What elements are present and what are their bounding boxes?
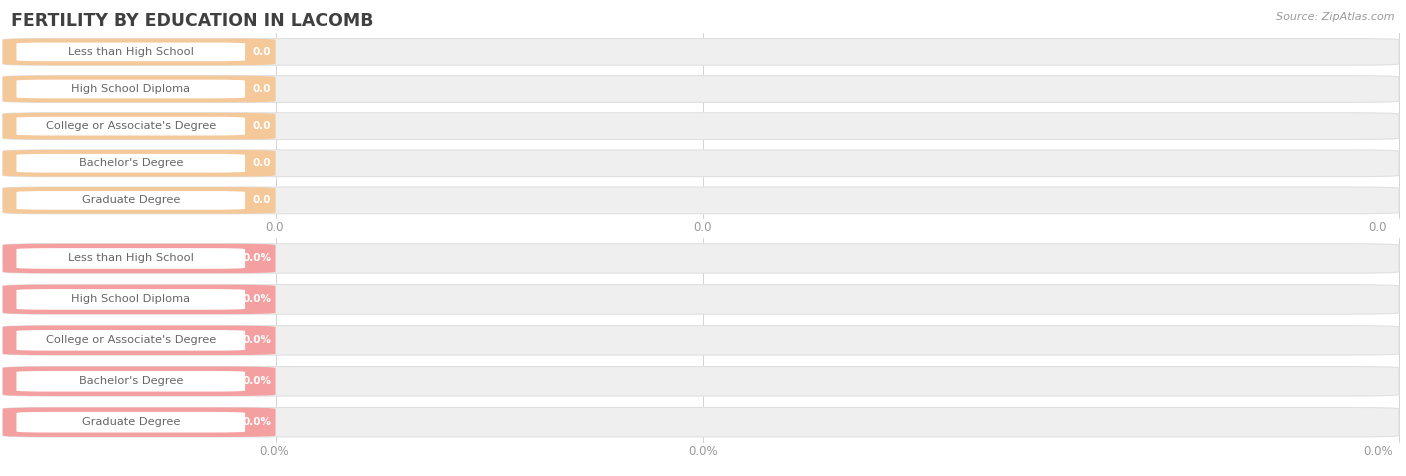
FancyBboxPatch shape bbox=[3, 76, 276, 102]
Text: High School Diploma: High School Diploma bbox=[72, 84, 190, 94]
Text: College or Associate's Degree: College or Associate's Degree bbox=[45, 335, 217, 346]
FancyBboxPatch shape bbox=[3, 407, 276, 437]
FancyBboxPatch shape bbox=[17, 191, 245, 210]
FancyBboxPatch shape bbox=[17, 42, 245, 61]
Text: Less than High School: Less than High School bbox=[67, 253, 194, 264]
FancyBboxPatch shape bbox=[3, 367, 1399, 396]
Text: 0.0: 0.0 bbox=[253, 121, 271, 131]
Text: 0.0: 0.0 bbox=[1368, 221, 1388, 234]
FancyBboxPatch shape bbox=[3, 187, 1399, 214]
Text: 0.0%: 0.0% bbox=[242, 253, 271, 264]
FancyBboxPatch shape bbox=[3, 326, 276, 355]
FancyBboxPatch shape bbox=[17, 117, 245, 136]
Text: 0.0: 0.0 bbox=[253, 195, 271, 206]
Text: Less than High School: Less than High School bbox=[67, 47, 194, 57]
Text: FERTILITY BY EDUCATION IN LACOMB: FERTILITY BY EDUCATION IN LACOMB bbox=[11, 12, 374, 30]
FancyBboxPatch shape bbox=[17, 248, 245, 269]
FancyBboxPatch shape bbox=[17, 79, 245, 99]
Text: 0.0: 0.0 bbox=[253, 158, 271, 169]
FancyBboxPatch shape bbox=[3, 326, 1399, 355]
Text: High School Diploma: High School Diploma bbox=[72, 294, 190, 305]
Text: 0.0: 0.0 bbox=[693, 221, 713, 234]
FancyBboxPatch shape bbox=[3, 285, 276, 314]
FancyBboxPatch shape bbox=[3, 113, 1399, 139]
Text: Source: ZipAtlas.com: Source: ZipAtlas.com bbox=[1277, 12, 1395, 22]
FancyBboxPatch shape bbox=[3, 187, 276, 214]
Text: Bachelor's Degree: Bachelor's Degree bbox=[79, 158, 183, 169]
FancyBboxPatch shape bbox=[3, 244, 1399, 273]
Text: Bachelor's Degree: Bachelor's Degree bbox=[79, 376, 183, 387]
FancyBboxPatch shape bbox=[3, 113, 276, 139]
FancyBboxPatch shape bbox=[3, 367, 276, 396]
FancyBboxPatch shape bbox=[3, 244, 276, 273]
Text: 0.0: 0.0 bbox=[253, 47, 271, 57]
FancyBboxPatch shape bbox=[3, 150, 276, 177]
Text: 0.0%: 0.0% bbox=[1362, 445, 1393, 458]
Text: 0.0%: 0.0% bbox=[242, 376, 271, 387]
FancyBboxPatch shape bbox=[3, 39, 1399, 65]
FancyBboxPatch shape bbox=[3, 39, 276, 65]
Text: 0.0%: 0.0% bbox=[259, 445, 290, 458]
FancyBboxPatch shape bbox=[17, 330, 245, 351]
Text: Graduate Degree: Graduate Degree bbox=[82, 195, 180, 206]
Text: 0.0: 0.0 bbox=[253, 84, 271, 94]
Text: 0.0%: 0.0% bbox=[242, 417, 271, 427]
FancyBboxPatch shape bbox=[17, 371, 245, 392]
FancyBboxPatch shape bbox=[17, 289, 245, 310]
Text: Graduate Degree: Graduate Degree bbox=[82, 417, 180, 427]
Text: College or Associate's Degree: College or Associate's Degree bbox=[45, 121, 217, 131]
FancyBboxPatch shape bbox=[3, 285, 1399, 314]
FancyBboxPatch shape bbox=[3, 407, 1399, 437]
FancyBboxPatch shape bbox=[3, 76, 1399, 102]
Text: 0.0%: 0.0% bbox=[688, 445, 718, 458]
Text: 0.0: 0.0 bbox=[264, 221, 284, 234]
FancyBboxPatch shape bbox=[17, 154, 245, 173]
Text: 0.0%: 0.0% bbox=[242, 294, 271, 305]
FancyBboxPatch shape bbox=[3, 150, 1399, 177]
FancyBboxPatch shape bbox=[17, 412, 245, 433]
Text: 0.0%: 0.0% bbox=[242, 335, 271, 346]
